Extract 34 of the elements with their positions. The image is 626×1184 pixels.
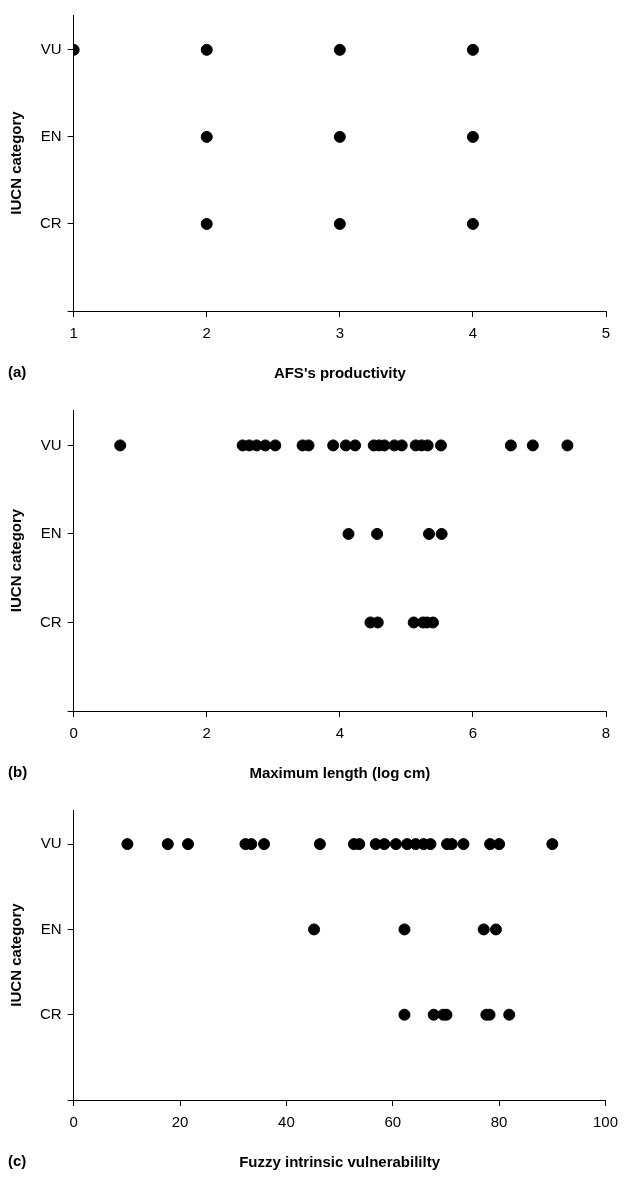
x-tick-label: 4	[335, 724, 344, 742]
x-tick-label: 2	[202, 724, 211, 742]
text: (a)	[8, 363, 27, 381]
x-tick-label: 80	[490, 1113, 508, 1131]
x-tick-label: 20	[171, 1113, 189, 1131]
y-tick-label: EN	[40, 919, 62, 937]
y-tick-label: CR	[39, 612, 62, 630]
y-tick-label: VU	[40, 39, 62, 57]
y-axis-title: IUCN category	[7, 902, 25, 1007]
x-tick-label: 2	[202, 324, 211, 342]
x-axis-title: Fuzzy intrinsic vulnerabililty	[239, 1153, 441, 1171]
text: (b)	[8, 763, 28, 781]
x-tick-label: 0	[69, 724, 78, 742]
y-axis-title: IUCN category	[7, 110, 25, 215]
x-tick-label: 1	[69, 324, 78, 342]
y-axis-title: IUCN category	[7, 508, 25, 613]
y-tick-label: VU	[40, 435, 62, 453]
x-tick-label: 40	[278, 1113, 295, 1131]
x-axis-title: Maximum length (log cm)	[249, 764, 431, 782]
x-tick-label: 0	[69, 1113, 78, 1131]
y-tick-label: VU	[40, 834, 62, 852]
y-tick-label: EN	[40, 127, 62, 145]
x-tick-label: 60	[384, 1113, 402, 1131]
x-tick-label: 8	[601, 724, 611, 742]
text: (c)	[8, 1152, 27, 1170]
x-tick-label: 100	[592, 1113, 618, 1131]
y-tick-label: CR	[39, 214, 62, 232]
x-tick-label: 4	[468, 324, 478, 342]
x-tick-label: 3	[335, 324, 344, 342]
x-tick-label: 6	[468, 724, 478, 742]
y-tick-label: CR	[39, 1004, 62, 1022]
y-tick-label: EN	[40, 524, 62, 542]
x-axis-title: AFS's productivity	[273, 364, 407, 382]
x-tick-label: 5	[601, 324, 611, 342]
